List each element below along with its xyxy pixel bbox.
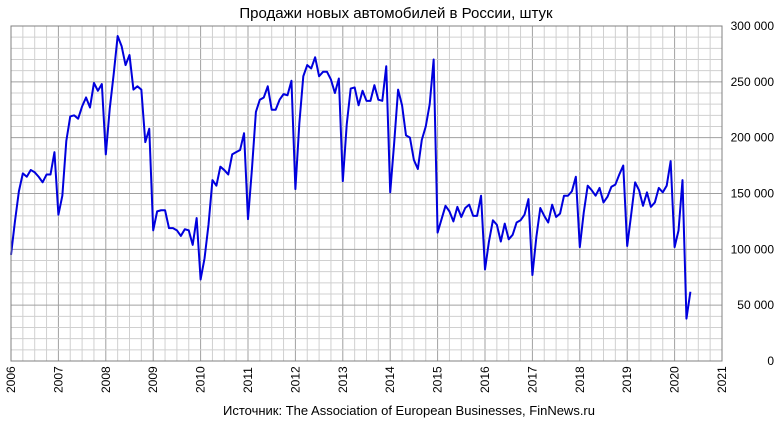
y-tick-label: 50 000 xyxy=(737,298,774,312)
y-tick-label: 150 000 xyxy=(731,187,775,201)
x-tick-label: 2013 xyxy=(336,366,350,393)
x-tick-label: 2009 xyxy=(146,366,160,393)
x-tick-label: 2018 xyxy=(573,366,587,393)
y-tick-label: 200 000 xyxy=(731,131,775,145)
sales-series-line xyxy=(10,35,692,320)
x-tick-label: 2015 xyxy=(431,366,445,393)
y-axis-ticks: 0 50 000 100 000 150 000 200 000 250 000 300 0… xyxy=(731,19,775,368)
chart-title: Продажи новых автомобилей в России, штук xyxy=(239,5,553,22)
chart-source: Источник: The Association of European Bu… xyxy=(223,403,595,418)
x-tick-label: 2007 xyxy=(51,366,65,393)
x-tick-label: 2017 xyxy=(525,366,539,393)
x-tick-label: 2006 xyxy=(4,366,18,393)
x-axis-ticks: 2006 2007 2008 2009 2010 2011 2012 2013 2014 2015… xyxy=(4,366,729,393)
y-tick-label: 0 xyxy=(767,354,774,368)
x-tick-label: 2016 xyxy=(478,366,492,393)
y-tick-label: 100 000 xyxy=(731,242,775,256)
plot-border xyxy=(10,25,723,362)
y-tick-label: 300 000 xyxy=(731,19,775,33)
x-tick-label: 2020 xyxy=(668,366,682,393)
gridlines xyxy=(10,25,723,362)
x-tick-label: 2008 xyxy=(99,366,113,393)
x-tick-label: 2012 xyxy=(288,366,302,393)
x-tick-label: 2019 xyxy=(620,366,634,393)
x-tick-label: 2011 xyxy=(241,367,255,393)
x-tick-label: 2010 xyxy=(194,366,208,393)
x-tick-label: 2021 xyxy=(715,366,729,393)
x-tick-label: 2014 xyxy=(383,366,397,393)
y-tick-label: 250 000 xyxy=(731,75,775,89)
